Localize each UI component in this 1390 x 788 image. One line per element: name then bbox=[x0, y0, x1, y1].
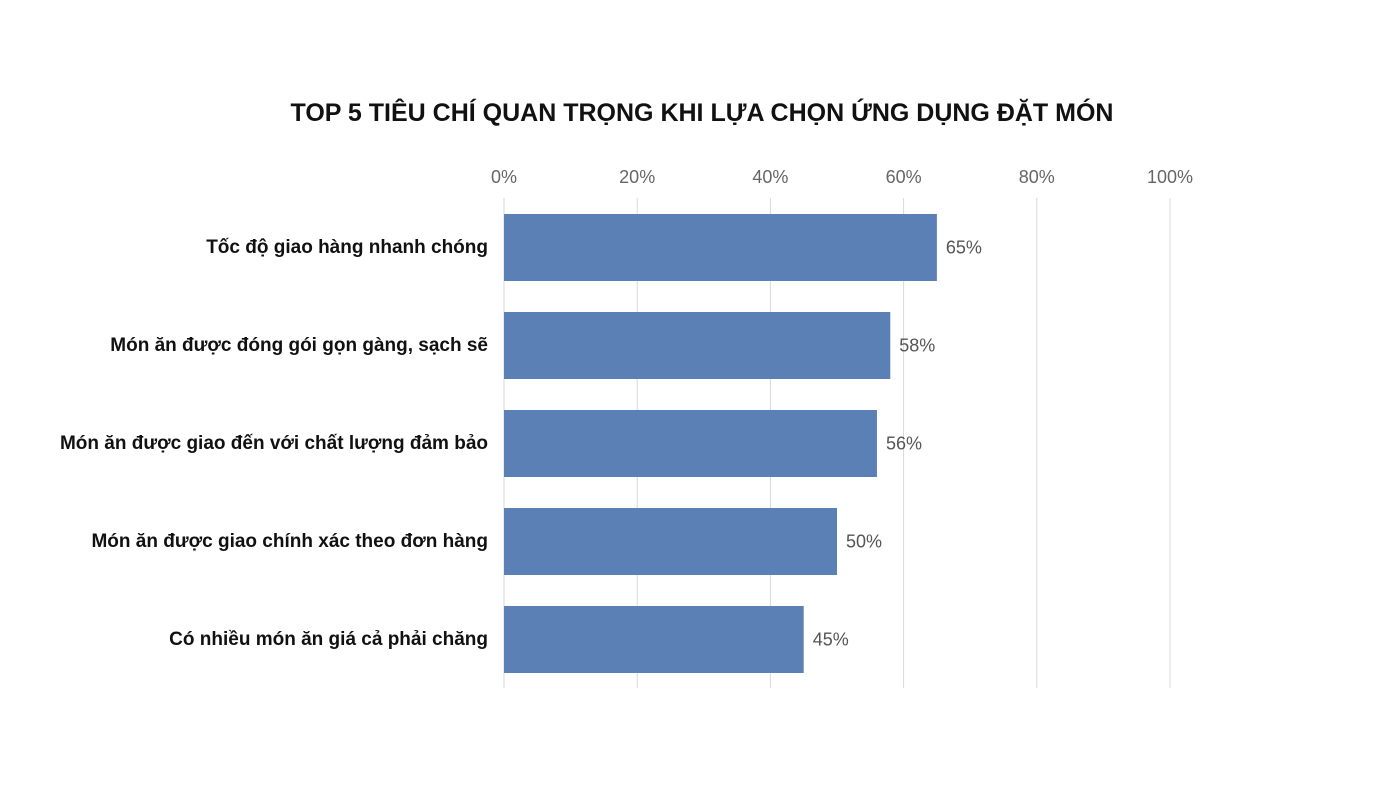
data-label: 65% bbox=[946, 238, 982, 258]
category-label: Món ăn được đóng gói gọn gàng, sạch sẽ bbox=[110, 335, 488, 356]
chart-title: TOP 5 TIÊU CHÍ QUAN TRỌNG KHI LỰA CHỌN Ứ… bbox=[291, 97, 1114, 127]
bar bbox=[504, 508, 837, 575]
x-axis-ticks: 0% 20% 40% 60% 80% 100% bbox=[491, 167, 1193, 187]
x-tick-label: 80% bbox=[1019, 167, 1055, 187]
category-label: Món ăn được giao chính xác theo đơn hàng bbox=[91, 531, 488, 552]
data-labels: 65% 58% 56% 50% 45% bbox=[813, 238, 982, 650]
data-label: 50% bbox=[846, 532, 882, 552]
category-labels: Tốc độ giao hàng nhanh chóng Món ăn được … bbox=[60, 237, 488, 650]
data-label: 56% bbox=[886, 434, 922, 454]
category-label: Tốc độ giao hàng nhanh chóng bbox=[206, 237, 488, 258]
bar bbox=[504, 312, 891, 379]
x-tick-label: 20% bbox=[619, 167, 655, 187]
bar bbox=[504, 606, 804, 673]
bar bbox=[504, 214, 937, 281]
data-label: 58% bbox=[899, 336, 935, 356]
bars bbox=[504, 214, 937, 673]
x-tick-label: 0% bbox=[491, 167, 517, 187]
x-tick-label: 100% bbox=[1147, 167, 1193, 187]
category-label: Món ăn được giao đến với chất lượng đảm … bbox=[60, 433, 488, 454]
bar bbox=[504, 410, 877, 477]
category-label: Có nhiều món ăn giá cả phải chăng bbox=[169, 629, 488, 650]
x-tick-label: 40% bbox=[752, 167, 788, 187]
data-label: 45% bbox=[813, 630, 849, 650]
x-tick-label: 60% bbox=[886, 167, 922, 187]
